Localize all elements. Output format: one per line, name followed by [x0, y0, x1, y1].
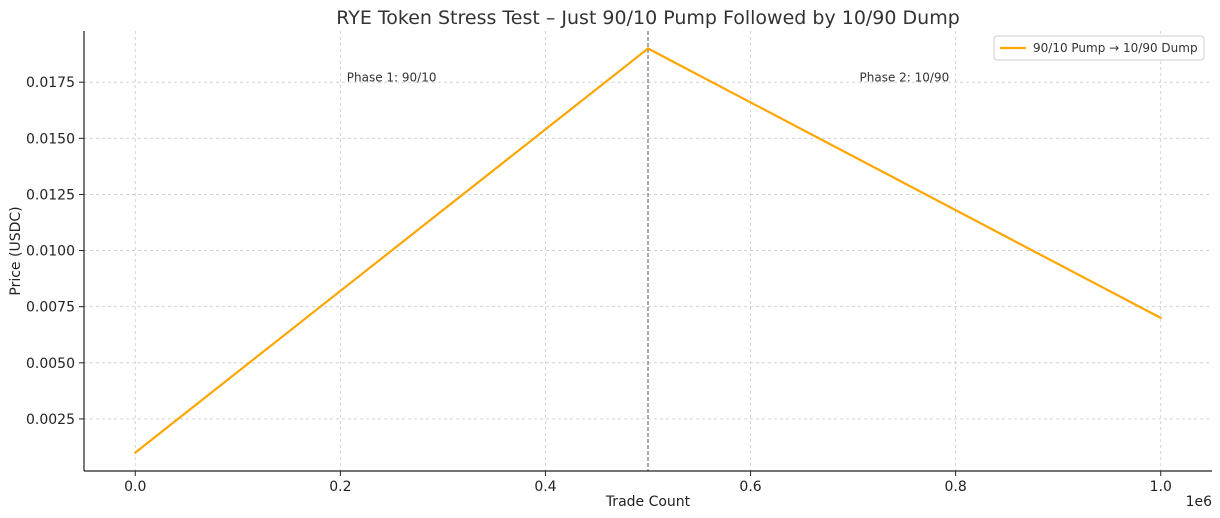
- x-ticks: 0.0 0.2 0.4 0.6 0.8 1.0: [124, 471, 1172, 495]
- y-tick-label: 0.0150: [26, 131, 75, 147]
- legend-label: 90/10 Pump → 10/90 Dump: [1033, 41, 1198, 55]
- legend: 90/10 Pump → 10/90 Dump: [993, 35, 1205, 61]
- legend-box: [993, 35, 1205, 61]
- y-tick-label: 0.0175: [26, 75, 75, 91]
- x-tick-label: 0.2: [329, 479, 351, 495]
- annotations: Phase 1: 90/10 Phase 2: 10/90: [347, 71, 949, 85]
- x-tick-label: 1.0: [1150, 479, 1172, 495]
- x-tick-label: 0.0: [124, 479, 146, 495]
- data-point: [646, 47, 650, 50]
- x-axis-label: Trade Count: [605, 494, 691, 510]
- x-tick-label: 0.6: [739, 479, 761, 495]
- y-ticks: 0.0025 0.0050 0.0075 0.0100 0.0125 0.0150 0.01…: [26, 75, 84, 428]
- series-layer: [134, 47, 1162, 454]
- y-tick-label: 0.0100: [26, 244, 75, 260]
- y-tick-label: 0.0050: [26, 356, 75, 372]
- y-axis-label: Price (USDC): [8, 206, 24, 295]
- x-tick-label: 0.4: [534, 479, 556, 495]
- x-tick-label: 0.8: [945, 479, 967, 495]
- x-axis-offset-label: 1e6: [1186, 494, 1213, 510]
- y-tick-label: 0.0025: [26, 412, 75, 428]
- y-tick-label: 0.0125: [26, 187, 75, 203]
- chart-title: RYE Token Stress Test – Just 90/10 Pump …: [336, 7, 960, 29]
- data-point: [1159, 316, 1162, 319]
- phase-annotation: Phase 2: 10/90: [860, 71, 950, 85]
- y-tick-label: 0.0075: [26, 300, 75, 316]
- phase-annotation: Phase 1: 90/10: [347, 71, 437, 85]
- data-point: [134, 451, 137, 454]
